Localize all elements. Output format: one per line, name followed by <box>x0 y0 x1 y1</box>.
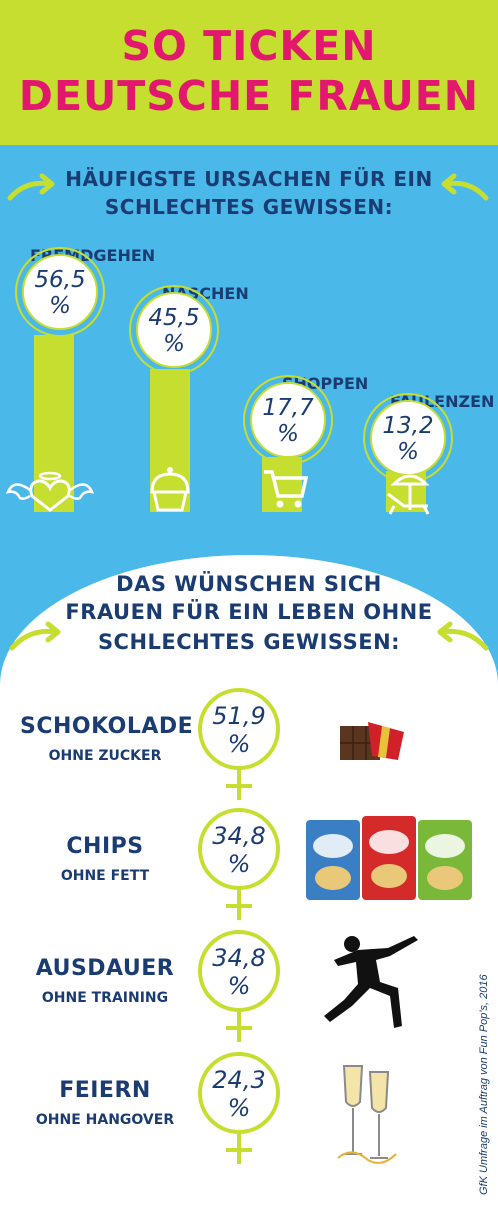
wish-percent-value: 34,8 <box>212 822 266 850</box>
percent-ring <box>129 285 219 375</box>
percent-ring <box>243 375 333 465</box>
percent-value: 13,2 <box>382 413 434 439</box>
wish-percent-sign: % <box>227 850 251 878</box>
right-arrow-icon <box>441 173 489 201</box>
percent-sign: % <box>163 331 185 357</box>
percent-ring <box>363 393 453 483</box>
section2-title-line2: FRAUEN FÜR EIN LEBEN OHNE <box>65 600 433 624</box>
section1-title-line2: SCHLECHTES GEWISSEN: <box>104 195 394 219</box>
venus-symbol-icon <box>198 688 280 770</box>
venus-crossbar <box>226 904 252 908</box>
wish-subtitle: OHNE TRAINING <box>41 990 169 1006</box>
wish-subtitle: OHNE FETT <box>60 868 150 884</box>
wish-title: SCHOKOLADE <box>20 714 194 739</box>
percent-label: 13,2% <box>370 400 446 476</box>
left-arrow-icon <box>9 621 61 651</box>
header-banner <box>0 0 498 145</box>
wish-percent-value: 24,3 <box>212 1066 266 1094</box>
section2-title-line1: DAS WÜNSCHEN SICH <box>116 572 382 596</box>
source-note-container: GfK Umfrage im Auftrag von Fun Pop's, 20… <box>476 935 492 1195</box>
chips-bags-icon <box>306 816 472 900</box>
wish-percent-sign: % <box>227 972 251 1000</box>
page-title-line1: SO TICKEN <box>121 22 377 70</box>
percent-sign: % <box>49 293 71 319</box>
percent-value: 17,7 <box>262 395 314 421</box>
angel-heart-icon <box>6 471 94 512</box>
wish-percent-sign: % <box>227 1094 251 1122</box>
venus-crossbar <box>226 1026 252 1030</box>
chocolate-bar-icon <box>340 722 404 760</box>
section1-title-line1: HÄUFIGSTE URSACHEN FÜR EIN <box>65 167 433 191</box>
wish-percent-sign: % <box>227 730 251 758</box>
percent-ring <box>15 247 105 337</box>
percent-label: 17,7% <box>250 382 326 458</box>
runner-icon <box>324 936 418 1028</box>
venus-symbol-icon <box>198 1052 280 1134</box>
wish-percent-label: 24,3% <box>198 1066 280 1122</box>
percent-sign: % <box>277 421 299 447</box>
wish-title: FEIERN <box>59 1078 151 1103</box>
wish-subtitle: OHNE HANGOVER <box>35 1112 175 1128</box>
percent-value: 56,5 <box>34 267 86 293</box>
wish-percent-label: 34,8% <box>198 944 280 1000</box>
wish-percent-value: 34,8 <box>212 944 266 972</box>
percent-label: 56,5% <box>22 254 98 330</box>
section2-title-line3: SCHLECHTES GEWISSEN: <box>97 630 401 654</box>
venus-crossbar <box>226 1148 252 1152</box>
wish-percent-value: 51,9 <box>212 702 266 730</box>
shopping-cart-icon <box>264 470 308 508</box>
left-arrow-icon <box>7 173 55 201</box>
wish-subtitle: OHNE ZUCKER <box>48 748 162 764</box>
percent-sign: % <box>397 439 419 465</box>
cupcake-icon <box>150 467 190 512</box>
wish-percent-label: 34,8% <box>198 822 280 878</box>
wish-title: CHIPS <box>66 834 144 859</box>
champagne-glasses-icon <box>337 1065 397 1164</box>
percent-value: 45,5 <box>148 305 200 331</box>
percent-label: 45,5% <box>136 292 212 368</box>
source-note: GfK Umfrage im Auftrag von Fun Pop's, 20… <box>478 974 490 1195</box>
beach-chair-icon <box>387 474 430 515</box>
wish-title: AUSDAUER <box>35 956 175 981</box>
bar-naschen <box>150 369 190 512</box>
venus-symbol-icon <box>198 930 280 1012</box>
wish-percent-label: 51,9% <box>198 702 280 758</box>
venus-crossbar <box>226 784 252 788</box>
page-title-line2: DEUTSCHE FRAUEN <box>18 72 480 120</box>
venus-symbol-icon <box>198 808 280 890</box>
right-arrow-icon <box>437 621 489 651</box>
